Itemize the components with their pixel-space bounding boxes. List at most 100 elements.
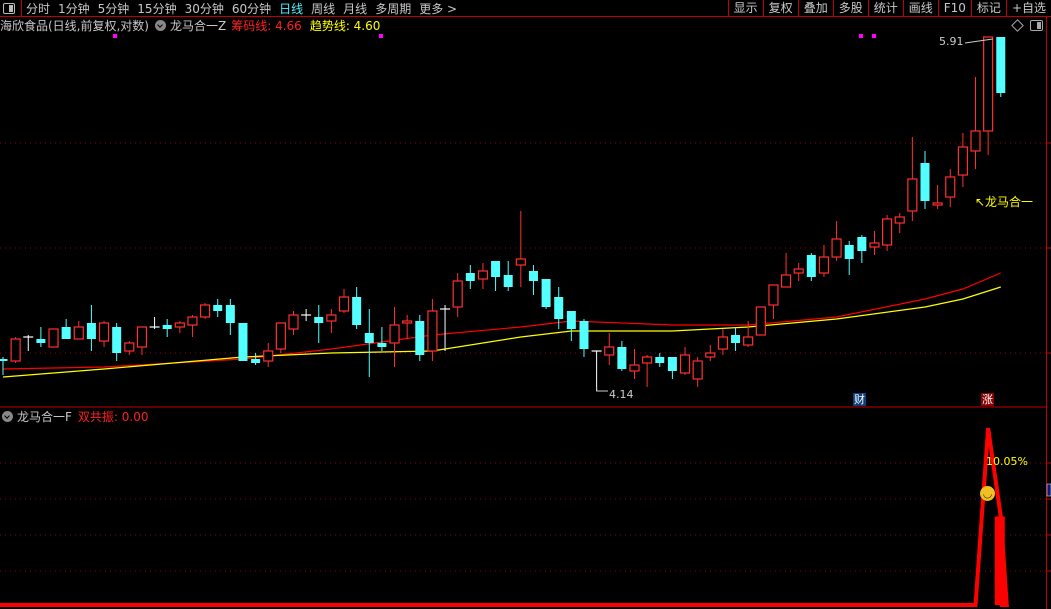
period-tab-1[interactable]: 1分钟	[58, 1, 90, 16]
toolbar-buttons: 显示 复权 叠加 多股 统计 画线 F10 标记 +自选	[727, 0, 1051, 16]
indicator-dropdown-icon[interactable]	[155, 20, 166, 31]
candle-up	[326, 314, 337, 322]
candle-up	[932, 202, 943, 206]
signal-dot	[859, 34, 863, 38]
candle-down	[566, 311, 576, 329]
pct-change-label: 10.05%	[986, 455, 1028, 468]
candle-down	[377, 343, 387, 347]
period-tab-2[interactable]: 5分钟	[97, 1, 130, 16]
candle-up	[793, 268, 804, 274]
candle-down	[162, 325, 172, 329]
candle-down	[415, 321, 425, 355]
candle-up	[755, 306, 766, 336]
low-price-label: 4.14	[609, 388, 634, 401]
candle-up	[983, 36, 994, 132]
candle-up	[402, 320, 413, 324]
period-tab-0[interactable]: 分时	[26, 1, 51, 16]
candle-down	[86, 323, 96, 339]
candle-down	[225, 305, 235, 323]
toolbar-button-7[interactable]: 标记	[970, 0, 1006, 16]
finance-badge[interactable]: 财	[853, 393, 866, 406]
period-tab-4[interactable]: 30分钟	[184, 1, 224, 16]
candle-down	[541, 279, 551, 307]
trend-line	[2, 286, 1001, 378]
candle-up	[136, 326, 148, 348]
candle-up	[427, 310, 438, 352]
candle-down	[806, 255, 816, 277]
candle-up	[288, 314, 299, 330]
low-arrow	[596, 387, 608, 392]
candle-up	[338, 296, 350, 312]
divider	[21, 0, 22, 16]
candle-down	[996, 37, 1006, 93]
candle-up	[705, 352, 716, 358]
toolbar-button-6[interactable]: F10	[937, 0, 971, 16]
candle-up	[263, 350, 274, 362]
period-tab-9[interactable]: 多周期	[375, 1, 412, 16]
period-tab-8[interactable]: 月线	[343, 1, 368, 16]
candle-up	[477, 270, 489, 280]
candle-down	[0, 359, 8, 361]
candle-down	[617, 347, 627, 369]
candle-up	[818, 256, 830, 274]
candle-up	[780, 274, 792, 288]
candle-up	[717, 336, 729, 350]
toolbar-button-5[interactable]: 画线	[902, 0, 938, 16]
candle-down	[364, 333, 374, 343]
indicator-name[interactable]: 龙马合一Z	[170, 19, 227, 33]
candle-up	[98, 322, 110, 342]
candle-down	[554, 297, 564, 319]
toolbar-button-2[interactable]: 叠加	[797, 0, 833, 16]
resonance-bar	[994, 516, 1005, 605]
candle-up	[389, 324, 400, 344]
resonance-line	[0, 427, 1009, 607]
candle-up	[894, 216, 905, 224]
main-chart-header: 海欣食品(日线,前复权,对数) 龙马合一Z 筹码线: 4.66 趋势线: 4.6…	[0, 18, 380, 33]
period-tabs: 分时 1分钟 5分钟 15分钟 30分钟 60分钟 日线 周线 月线 多周期 更多 >	[0, 0, 465, 16]
panel-toggle-icon[interactable]	[3, 2, 15, 14]
candle-down	[655, 357, 665, 363]
toolbar: 分时 1分钟 5分钟 15分钟 30分钟 60分钟 日线 周线 月线 多周期 更多 > 显示 复权 叠加…	[0, 0, 1051, 17]
toolbar-button-0[interactable]: 显示	[727, 0, 763, 16]
high-price-label: 5.91	[939, 35, 964, 48]
candle-down	[491, 261, 501, 277]
signal-dot	[113, 34, 117, 38]
toolbar-button-8[interactable]: +自选	[1005, 0, 1051, 16]
period-tab-5[interactable]: 60分钟	[231, 1, 272, 16]
window-layout-icon[interactable]	[1030, 20, 1043, 31]
toolbar-button-1[interactable]: 复权	[762, 0, 798, 16]
candle-up	[515, 258, 526, 266]
toolbar-button-3[interactable]: 多股	[832, 0, 868, 16]
period-tab-7[interactable]: 周线	[311, 1, 336, 16]
candle-down	[731, 335, 741, 343]
candle-down	[36, 339, 46, 343]
candle-up	[124, 342, 135, 352]
candle-up	[679, 354, 691, 374]
candle-down	[920, 163, 930, 201]
high-arrow	[964, 38, 993, 44]
candle-up	[10, 338, 21, 362]
candle-down	[844, 245, 854, 259]
candle-up	[642, 356, 653, 364]
stock-title: 海欣食品(日线,前复权,对数)	[0, 19, 149, 33]
limit-up-badge[interactable]: 涨	[981, 393, 994, 406]
period-tab-10[interactable]: 更多 >	[419, 1, 458, 16]
toolbar-button-4[interactable]: 统计	[867, 0, 903, 16]
chip-line	[2, 272, 1002, 370]
signal-dot	[872, 34, 876, 38]
candle-down	[857, 237, 867, 251]
indicator-dropdown-icon[interactable]	[2, 410, 13, 422]
candle-down	[213, 305, 223, 311]
candle-down	[238, 323, 248, 361]
candle-up	[743, 336, 754, 346]
candle-up	[957, 146, 968, 176]
candle-up	[199, 304, 211, 318]
candle-up	[869, 242, 880, 248]
period-tab-3[interactable]: 15分钟	[137, 1, 177, 16]
candle-up	[831, 238, 842, 258]
period-tab-6[interactable]: 日线	[279, 1, 304, 16]
sub-chart-header: 龙马合一F 双共振: 0.00	[0, 409, 148, 424]
sub-indicator-name[interactable]: 龙马合一F	[17, 409, 72, 424]
candle-up	[768, 284, 779, 306]
